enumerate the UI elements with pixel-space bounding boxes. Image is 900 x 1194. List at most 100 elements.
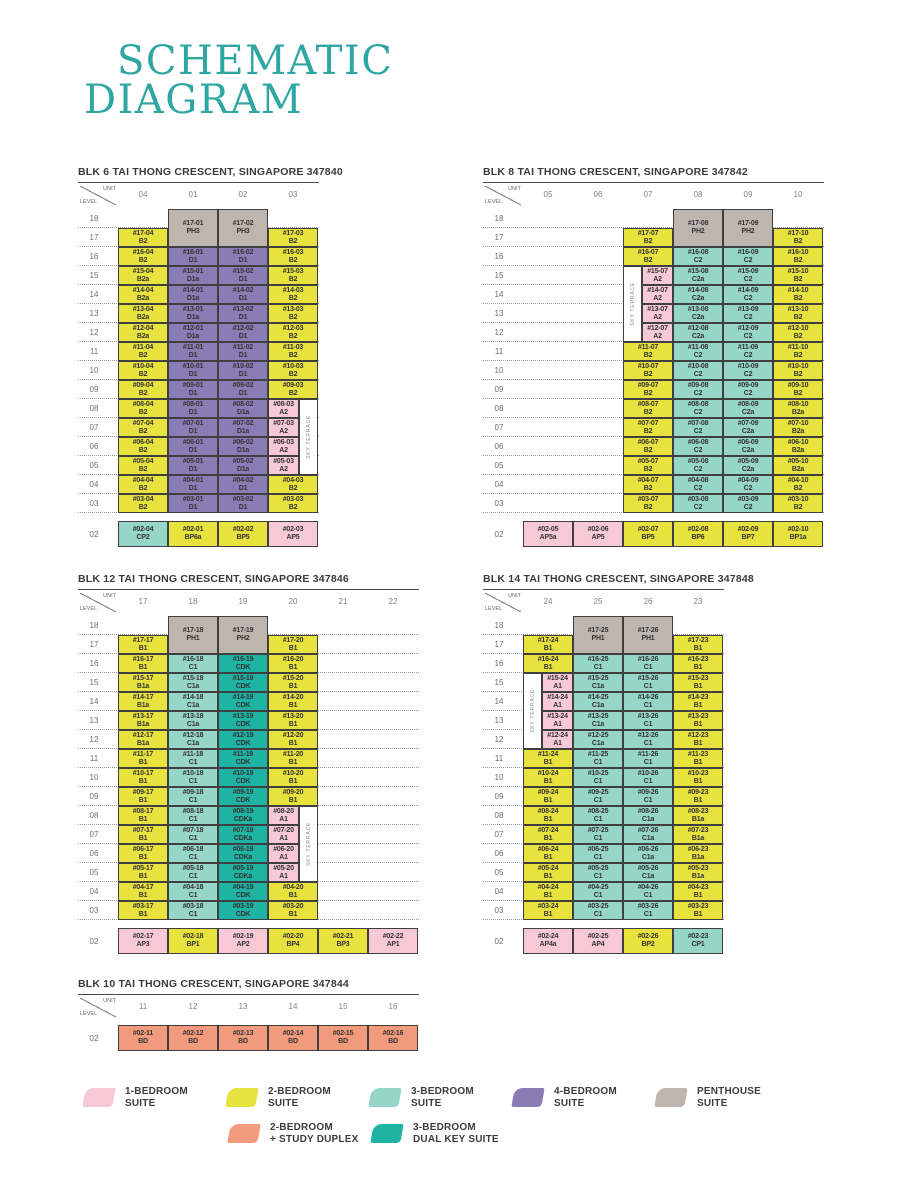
unit-cell: #16-08 C2 — [673, 247, 723, 266]
unit-number: #09-01 — [182, 381, 204, 389]
unit-cell: #11-04 B2 — [118, 342, 168, 361]
unit-number: #14-02 — [232, 286, 254, 294]
unit-number: #04-20 — [282, 883, 304, 891]
unit-cell: #04-20 B1 — [268, 882, 318, 901]
unit-cell: #13-18 C1a — [168, 711, 218, 730]
unit-type: B2 — [138, 408, 148, 416]
unit-cell: #03-18 C1 — [168, 901, 218, 920]
level-label: 18 — [89, 621, 99, 630]
level-label: 03 — [494, 499, 504, 508]
unit-number: #11-09 — [737, 343, 759, 351]
unit-number: #13-03 — [282, 305, 304, 313]
unit-cell: #05-01 D1 — [168, 456, 218, 475]
unit-number: #09-20 — [282, 788, 304, 796]
unit-cell: #16-03 B2 — [268, 247, 318, 266]
unit-cell: #12-07 A2 — [642, 323, 673, 342]
unit-cell: #07-26 C1a — [623, 825, 673, 844]
unit-type: A2 — [653, 294, 662, 302]
legend-item: 4-BEDROOM SUITE — [511, 1086, 656, 1109]
unit-cell: #14-01 D1a — [168, 285, 218, 304]
unit-number: #15-02 — [232, 267, 254, 275]
unit-cell: #02-11 BD — [118, 1025, 168, 1051]
level-label: 16 — [89, 252, 99, 261]
unit-type: CDK — [235, 891, 251, 899]
legend-item: PENTHOUSE SUITE — [654, 1086, 799, 1109]
unit-cell: #15-10 B2 — [773, 266, 823, 285]
unit-type: C1 — [643, 663, 653, 671]
unit-type: B2 — [288, 389, 298, 397]
unit-type: C2 — [743, 351, 753, 359]
unit-number: #17-09 — [737, 220, 759, 227]
level-grid: 18 17 16 15 14 13 12 11 10 09 08 07 06 05 04 03 #17-01 PH… — [78, 209, 319, 547]
corner-unit-label: UNIT — [103, 186, 116, 192]
unit-type: B1 — [138, 815, 148, 823]
unit-cell: #16-10 B2 — [773, 247, 823, 266]
unit-cell: #04-18 C1 — [168, 882, 218, 901]
unit-cell: #16-19 CDK — [218, 654, 268, 673]
unit-cell: #10-25 C1 — [573, 768, 623, 787]
unit-type: C2 — [743, 370, 753, 378]
level-label: 16 — [494, 252, 504, 261]
unit-number: #09-25 — [587, 788, 609, 796]
unit-cell: #02-10 BP1a — [773, 521, 823, 547]
unit-type: B2 — [643, 370, 653, 378]
unit-number: #05-04 — [132, 457, 154, 465]
unit-number: #11-24 — [537, 750, 559, 758]
level-label: 05 — [89, 461, 99, 470]
legend-item: 2-BEDROOM SUITE — [225, 1086, 370, 1109]
level-label: 02 — [494, 530, 504, 539]
unit-number: #12-02 — [232, 324, 254, 332]
unit-number: #11-07 — [637, 343, 659, 351]
unit-type: C1a — [641, 834, 655, 842]
level-label: 11 — [89, 347, 99, 356]
unit-type: C1 — [643, 739, 653, 747]
level-label: 09 — [494, 792, 504, 801]
unit-cell: #17-08 PH2 — [673, 209, 723, 247]
unit-number: #15-18 — [182, 674, 204, 682]
unit-cell: #05-07 B2 — [623, 456, 673, 475]
unit-cell: #10-26 C1 — [623, 768, 673, 787]
unit-type: D1 — [188, 503, 198, 511]
unit-number: #07-10 — [787, 419, 809, 427]
unit-number: #06-02 — [232, 438, 254, 446]
unit-number: #16-02 — [232, 248, 254, 256]
unit-cell: #12-02 D1 — [218, 323, 268, 342]
corner-level-label: LEVEL — [485, 199, 503, 205]
unit-type: CDK — [235, 758, 251, 766]
level-label: 08 — [494, 811, 504, 820]
unit-type: B2 — [793, 313, 803, 321]
unit-type: B1 — [288, 910, 298, 918]
unit-cell: #04-10 B2 — [773, 475, 823, 494]
block-blk8: BLK 8 TAI THONG CRESCENT, SINGAPORE 3478… — [483, 166, 824, 547]
unit-type: BD — [388, 1038, 398, 1045]
unit-number: #17-01 — [182, 220, 204, 227]
unit-cell: #03-04 B2 — [118, 494, 168, 513]
level-label: 15 — [494, 271, 504, 280]
unit-type: BP1 — [186, 941, 200, 948]
unit-column-label: 21 — [338, 597, 348, 606]
unit-type: B2 — [793, 275, 803, 283]
unit-type: C2a — [741, 427, 755, 435]
unit-type: A2 — [279, 427, 288, 435]
unit-type: C1 — [188, 910, 198, 918]
unit-cell: #03-10 B2 — [773, 494, 823, 513]
unit-number: #04-01 — [182, 476, 204, 484]
level-unit-corner: LEVEL UNIT — [80, 593, 116, 612]
unit-type: C2 — [693, 465, 703, 473]
unit-number: #09-09 — [737, 381, 759, 389]
unit-cell: #15-19 CDK — [218, 673, 268, 692]
unit-type: BP6 — [691, 534, 705, 541]
unit-number: #04-25 — [587, 883, 609, 891]
unit-cell: #14-20 B1 — [268, 692, 318, 711]
level-label: 05 — [494, 868, 504, 877]
unit-cell: #02-14 BD — [268, 1025, 318, 1051]
unit-cell: #15-25 C1a — [573, 673, 623, 692]
unit-cell: #13-07 A2 — [642, 304, 673, 323]
unit-cell: #02-20 BP4 — [268, 928, 318, 954]
unit-type: C1a — [186, 701, 200, 709]
unit-number: #07-18 — [182, 826, 204, 834]
unit-type: D1a — [236, 465, 250, 473]
unit-number: #15-08 — [687, 267, 709, 275]
unit-number: #04-18 — [182, 883, 204, 891]
unit-type: B1 — [138, 777, 148, 785]
